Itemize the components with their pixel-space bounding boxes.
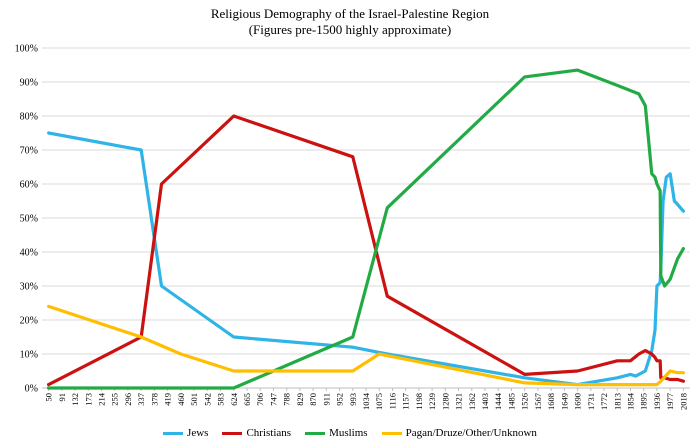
x-tick-label: 1485 [506,393,516,410]
x-tick-label: 1567 [533,393,543,410]
legend-swatch-jews [163,431,184,435]
x-tick-label: 1526 [520,393,530,410]
x-tick-label: 952 [335,393,345,406]
x-tick-label: 1444 [493,392,503,410]
x-tick-label: 1034 [361,392,371,410]
x-tick-label: 1239 [427,393,437,410]
legend-swatch-christians [222,431,243,435]
y-tick-label: 90% [20,78,38,89]
legend-swatch-other [381,431,402,435]
chart-title: Religious Demography of the Israel-Pales… [210,6,490,21]
legend-label-christians: Christians [246,427,292,439]
x-tick-label: 296 [123,393,133,406]
legend-label-other: Pagan/Druze/Other/Unknown [405,427,537,439]
x-tick-label: 255 [110,393,120,406]
x-tick-label: 214 [97,392,107,406]
y-tick-label: 100% [15,44,38,55]
y-tick-label: 70% [20,146,38,157]
x-tick-label: 747 [268,393,278,406]
x-tick-label: 1362 [467,393,477,410]
x-tick-label: 501 [189,393,199,406]
x-tick-label: 706 [255,393,265,406]
x-tick-label: 911 [321,393,331,405]
series-line-pagan [47,304,685,387]
x-tick-label: 91 [57,393,67,402]
series-line-muslims [47,68,685,390]
x-tick-label: 50 [44,393,54,402]
x-tick-label: 1772 [599,393,609,410]
y-tick-label: 60% [20,180,38,191]
y-tick-label: 0% [25,384,38,395]
x-tick-label: 419 [163,393,173,406]
y-tick-label: 80% [20,112,38,123]
chart-legend: Jews Christians Muslims Pagan/Druze/Othe… [0,427,700,439]
x-tick-label: 665 [242,393,252,406]
x-tick-label: 583 [216,393,226,406]
x-tick-label: 870 [308,393,318,406]
legend-item-other: Pagan/Druze/Other/Unknown [381,427,537,439]
x-tick-label: 1977 [665,393,675,410]
x-tick-label: 1075 [374,393,384,410]
legend-item-jews: Jews [163,427,208,439]
legend-label-muslims: Muslims [329,427,368,439]
x-tick-label: 624 [229,392,239,406]
x-tick-label: 337 [136,393,146,406]
x-tick-label: 1813 [612,393,622,410]
x-tick-label: 1649 [559,393,569,410]
legend-swatch-muslims [305,431,326,435]
x-tick-label: 378 [149,393,159,406]
x-tick-label: 1895 [639,393,649,410]
x-tick-label: 132 [70,393,80,406]
x-tick-label: 1280 [440,393,450,410]
chart-subtitle: (Figures pre-1500 highly approximate) [248,22,452,37]
x-tick-label: 542 [202,393,212,406]
x-tick-label: 1116 [387,393,397,409]
x-tick-label: 1731 [586,393,596,410]
x-tick-label: 460 [176,393,186,406]
x-tick-label: 788 [282,393,292,406]
legend-item-christians: Christians [222,427,291,439]
x-tick-label: 2018 [678,393,688,410]
y-tick-label: 10% [20,350,38,361]
y-tick-label: 30% [20,282,38,293]
x-tick-label: 993 [348,393,358,406]
y-tick-label: 40% [20,248,38,259]
y-tick-label: 50% [20,214,38,225]
x-tick-label: 1690 [573,393,583,410]
x-tick-label: 1198 [414,393,424,410]
x-tick-label: 1936 [652,393,662,410]
series-line-jews [47,131,685,387]
y-tick-label: 20% [20,316,38,327]
x-tick-label: 1321 [454,393,464,410]
x-tick-label: 1403 [480,393,490,410]
x-tick-label: 829 [295,393,305,406]
legend-item-muslims: Muslims [305,427,368,439]
legend-label-jews: Jews [187,427,209,439]
series-line-christians [47,114,685,387]
x-tick-label: 1608 [546,393,556,410]
x-tick-label: 1854 [625,392,635,410]
x-tick-label: 1157 [401,393,411,410]
x-tick-label: 173 [83,393,93,406]
